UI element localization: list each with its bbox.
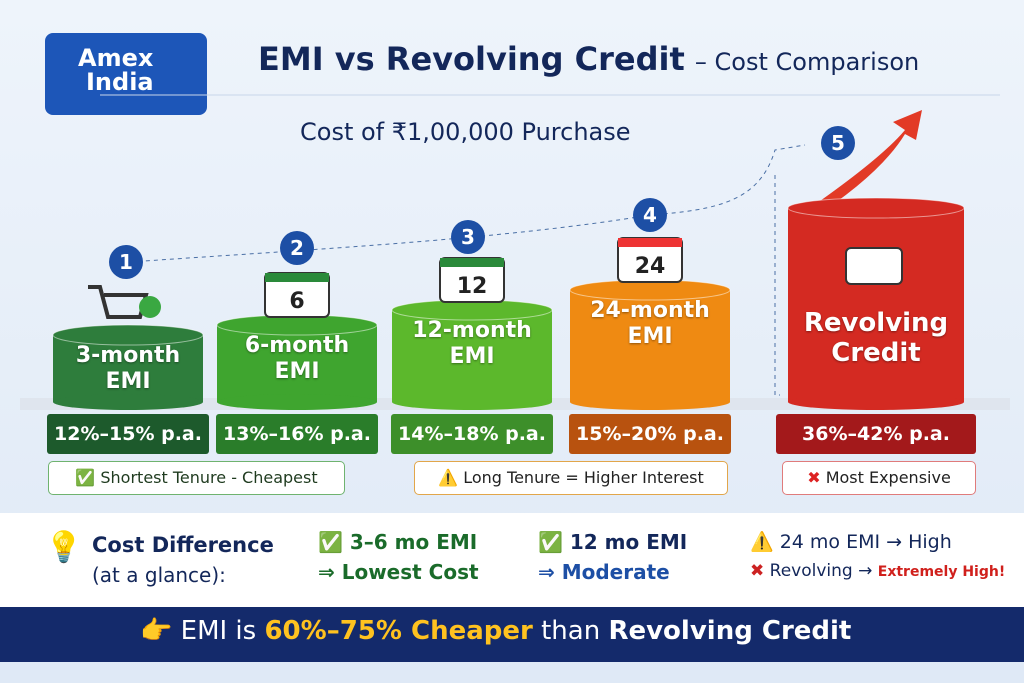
rate: 12%–15% p.a. <box>47 414 209 454</box>
note-text: Long Tenure = Higher Interest <box>463 468 704 487</box>
step-badge <box>451 220 485 254</box>
step-number: 4 <box>643 203 657 227</box>
cylinder-base <box>217 394 377 410</box>
calendar-header <box>265 273 329 282</box>
step-number: 1 <box>119 250 133 274</box>
step-number: 2 <box>290 236 304 260</box>
cart-icon <box>88 285 149 319</box>
banner-part: than <box>541 616 601 646</box>
step-number: 5 <box>831 131 845 155</box>
option-label-line: EMI <box>105 369 151 394</box>
cylinder-top <box>52 324 204 346</box>
step-badge <box>633 198 667 232</box>
summary-text: Extremely High! <box>877 564 1006 580</box>
calendar-header <box>440 258 504 267</box>
summary-subheading: (at a glance): <box>92 563 226 587</box>
option-label: 3-month EMI <box>53 343 203 395</box>
cylinder <box>217 325 377 402</box>
rate: 13%–16% p.a. <box>216 414 378 454</box>
rate: 14%–18% p.a. <box>391 414 553 454</box>
option-label-line: 3-month <box>75 343 181 368</box>
trend-line <box>129 144 806 263</box>
option-label-line: EMI <box>274 359 320 384</box>
option-label-line: EMI <box>627 324 673 349</box>
cylinder <box>570 290 730 402</box>
summary-text: Revolving → <box>769 561 873 581</box>
step-badge <box>109 245 143 279</box>
title: EMI vs Revolving Credit <box>258 40 685 78</box>
summary-text: ⇒ Lowest Cost <box>318 560 479 584</box>
cylinder <box>53 335 203 402</box>
cylinder-base <box>392 394 552 410</box>
step-badge <box>821 126 855 160</box>
option-label-line: 12-month <box>412 318 532 343</box>
note: ✖ Most Expensive <box>782 461 976 495</box>
summary-panel <box>0 513 1024 608</box>
logo-text: India <box>86 68 154 96</box>
note-text: Shortest Tenure - Cheapest <box>100 468 318 487</box>
cylinder <box>788 208 964 402</box>
rate: 36%–42% p.a. <box>776 414 976 454</box>
cylinder-top <box>787 197 965 219</box>
summary-heading: Cost Difference <box>92 533 274 557</box>
calendar-number: 12 <box>457 274 488 299</box>
summary-text: 12 mo EMI <box>569 530 688 554</box>
option-label-line: Credit <box>831 338 921 368</box>
calendar-header <box>618 238 682 247</box>
check-icon <box>139 296 161 318</box>
cylinder-base <box>570 394 730 410</box>
option-label-line: Revolving <box>803 308 949 338</box>
summary-item: ✅ 12 mo EMI ⇒ Moderate <box>538 530 688 584</box>
trend-line <box>774 175 780 396</box>
step-badge <box>280 231 314 265</box>
bulb-icon: 💡 <box>45 530 83 565</box>
banner-part: EMI is <box>180 616 257 646</box>
option-label: 6-month EMI <box>217 333 377 385</box>
option-label: 12-month EMI <box>392 318 552 370</box>
calendar-number: 6 <box>289 289 304 314</box>
note: ⚠️ Long Tenure = Higher Interest <box>414 461 728 495</box>
banner-text: 👉 EMI is 60%–75% Cheaper than Revolving … <box>140 616 852 646</box>
rate: 15%–20% p.a. <box>569 414 731 454</box>
card-icon <box>845 247 903 285</box>
step-number: 3 <box>461 225 475 249</box>
banner-highlight: 60%–75% Cheaper <box>264 616 533 646</box>
option-label: 24-month EMI <box>570 298 730 350</box>
summary-item: ✅ 3–6 mo EMI ⇒ Lowest Cost <box>318 530 479 584</box>
note: ✅ Shortest Tenure - Cheapest <box>48 461 345 495</box>
option-label-line: 24-month <box>590 298 710 323</box>
banner-part: Revolving Credit <box>608 616 852 646</box>
cylinder-base <box>53 394 203 410</box>
option-label-line: EMI <box>449 344 495 369</box>
logo: Amex India <box>78 46 154 94</box>
summary-item: ⚠️ 24 mo EMI → High ✖ Revolving → Extreme… <box>750 531 1006 581</box>
cylinder <box>392 310 552 402</box>
calendar-number: 24 <box>635 254 666 279</box>
banner <box>0 607 1024 662</box>
option-label: Revolving Credit <box>788 308 964 368</box>
subtitle: Cost of ₹1,00,000 Purchase <box>300 118 631 146</box>
cylinder-base <box>788 394 964 410</box>
logo-text: Amex <box>78 44 154 72</box>
title-suffix: – Cost Comparison <box>694 48 920 76</box>
summary-text: 3–6 mo EMI <box>349 530 478 554</box>
note-text: Most Expensive <box>825 468 951 487</box>
summary-text: ⇒ Moderate <box>538 560 670 584</box>
summary-text: 24 mo EMI → High <box>779 531 952 553</box>
option-label-line: 6-month <box>244 333 350 358</box>
